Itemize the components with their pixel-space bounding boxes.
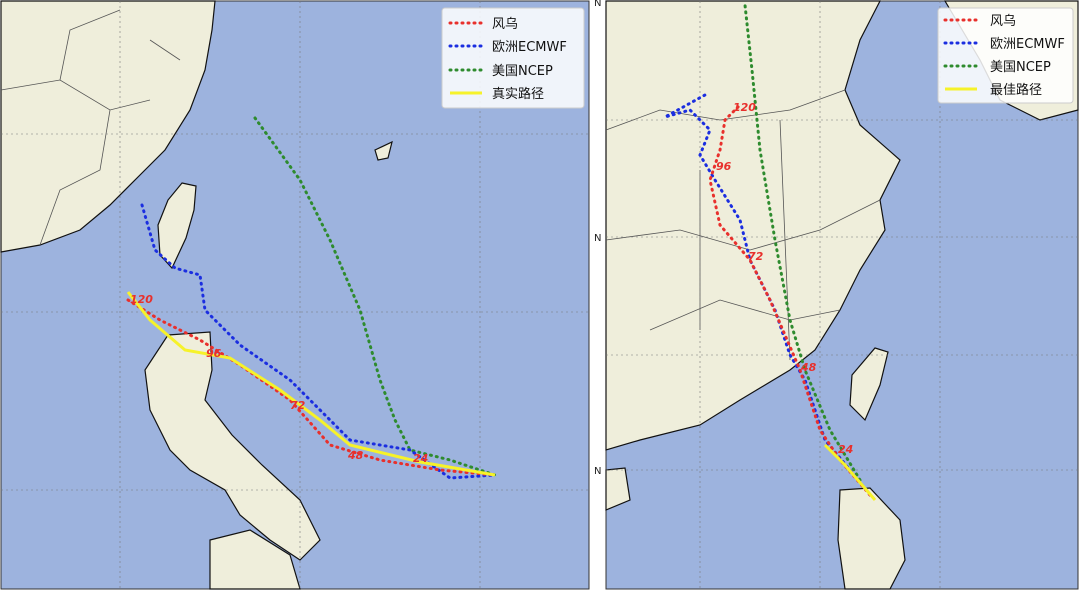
ryukyu: [374, 140, 393, 161]
hour-label: 24: [413, 452, 428, 465]
hour-label: 48: [347, 449, 364, 462]
real-track: [126, 291, 496, 477]
ncep-track: [253, 116, 497, 477]
province-borders: [0, 9, 181, 246]
china-coast: [0, 0, 216, 253]
legend-label: 真实路径: [492, 86, 544, 102]
lat-label: N: [594, 0, 601, 9]
legend-label: 美国NCEP: [492, 64, 553, 79]
visayas: [209, 529, 301, 590]
ncep-track: [743, 3, 862, 482]
lat-label: N: [594, 466, 601, 477]
ecmwf-track: [664, 93, 872, 497]
legend: 风乌 欧洲ECMWF 美国NCEP 真实路径: [441, 7, 585, 109]
legend-label: 风乌: [990, 13, 1016, 29]
lat-label: N: [594, 233, 601, 244]
grid: [1, 1, 589, 589]
legend-label: 美国NCEP: [990, 60, 1051, 75]
hainan: [605, 467, 631, 511]
taiwan: [849, 347, 889, 422]
best-track: [823, 443, 877, 501]
fengwu-track: [708, 103, 872, 497]
fengwu-track: [126, 298, 497, 477]
luzon: [144, 331, 321, 561]
hour-label: 120: [130, 293, 153, 306]
hour-label: 96: [206, 347, 222, 360]
hour-label: 96: [716, 160, 732, 173]
legend-label: 最佳路径: [990, 82, 1042, 98]
hour-label: 48: [800, 361, 817, 374]
luzon: [837, 487, 906, 590]
legend-label: 风乌: [492, 16, 518, 32]
ecmwf-track: [140, 203, 497, 480]
legend: 风乌 欧洲ECMWF 美国NCEP 最佳路径: [937, 7, 1074, 104]
hour-label: 72: [748, 250, 764, 263]
hour-label: 120: [733, 101, 756, 114]
province-borders: [605, 89, 881, 361]
hour-label: 24: [838, 443, 853, 456]
hour-label: 72: [290, 399, 306, 412]
legend-label: 欧洲ECMWF: [990, 37, 1065, 52]
taiwan: [157, 182, 197, 270]
grid: [606, 1, 1078, 589]
legend-label: 欧洲ECMWF: [492, 40, 567, 55]
right-map: 120 96 72 48 24 N N N 风乌 欧洲ECMWF 美国NCEP …: [594, 0, 1079, 590]
left-map: 120 96 72 48 24 风乌 欧洲ECMWF 美国NCEP 真实路径: [0, 0, 590, 590]
